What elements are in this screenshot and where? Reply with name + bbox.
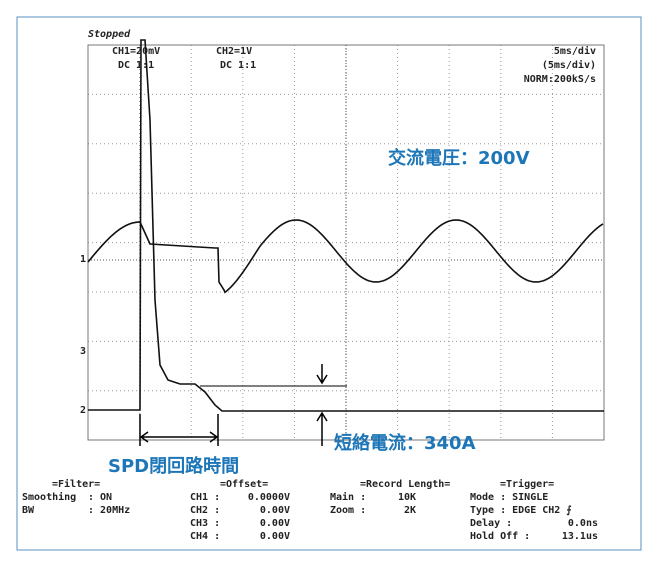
timebase: NORM:200kS/s: [524, 74, 596, 85]
setting-value: 0.00V: [260, 505, 290, 516]
timebase: 5ms/div: [554, 45, 596, 57]
setting-value: : ON: [88, 492, 112, 503]
ch-coupling: DC 1:1: [118, 60, 154, 71]
setting-label: CH4 :: [190, 531, 220, 542]
setting-value: : 20MHz: [88, 505, 130, 516]
ch-label: CH1=20mV: [112, 46, 160, 57]
table-title: =Offset=: [220, 479, 268, 490]
setting-label: CH3 :: [190, 518, 220, 529]
table-title: =Filter=: [52, 478, 100, 490]
annotation: 交流電圧：200V: [388, 147, 530, 169]
setting-value: 2K: [404, 505, 416, 516]
arrow-down: [317, 364, 327, 383]
setting-value: 0.00V: [260, 518, 290, 529]
setting-label: Type : EDGE CH2 ⨍: [470, 505, 572, 516]
grid: [88, 45, 604, 440]
span-arrow: [140, 414, 218, 446]
setting-value: 13.1us: [562, 531, 598, 542]
setting-label: Zoom :: [330, 505, 366, 516]
setting-value: 0.00V: [260, 531, 290, 542]
table-title: =Record Length=: [360, 479, 450, 490]
setting-value: 0.0000V: [248, 492, 290, 503]
setting-label: CH1 :: [190, 492, 220, 503]
status: Stopped: [88, 29, 131, 40]
setting-label: CH2 :: [190, 505, 220, 516]
setting-label: Smoothing: [22, 491, 76, 503]
setting-value: 0.0ns: [568, 518, 598, 529]
marker: 3: [80, 346, 86, 357]
table-title: =Trigger=: [500, 478, 554, 490]
page: Stopped CH1=20mV DC 1:1 CH2=1V DC 1:1 5m…: [0, 0, 659, 567]
setting-label: Mode : SINGLE: [470, 492, 548, 503]
arrow-up: [317, 413, 327, 446]
setting-label: BW: [22, 505, 35, 516]
timebase: (5ms/div): [542, 59, 596, 71]
setting-value: 10K: [398, 492, 416, 503]
plot-border: [88, 45, 604, 440]
marker: 2: [80, 405, 86, 416]
annotation: 短絡電流：340A: [334, 432, 476, 454]
marker: 1: [80, 254, 86, 265]
setting-label: Main :: [330, 491, 366, 503]
ch-label: CH2=1V: [216, 46, 252, 57]
annotation: SPD閉回路時間: [108, 455, 239, 477]
screen: Stopped CH1=20mV DC 1:1 CH2=1V DC 1:1 5m…: [0, 0, 659, 567]
setting-label: Delay :: [470, 518, 512, 529]
setting-label: Hold Off :: [470, 531, 530, 542]
ch-coupling: DC 1:1: [220, 60, 256, 71]
